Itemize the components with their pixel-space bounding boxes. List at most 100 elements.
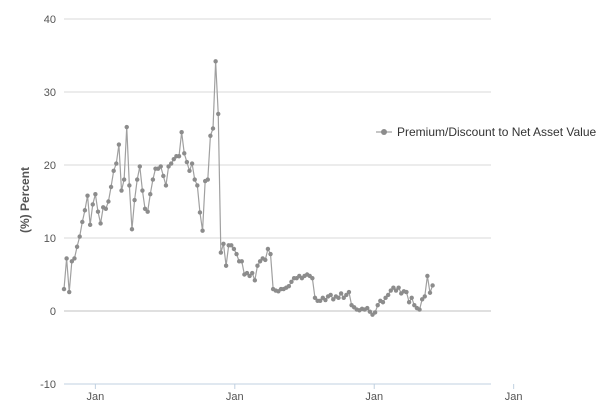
data-point[interactable] <box>111 168 116 174</box>
data-point[interactable] <box>150 177 156 182</box>
data-point[interactable] <box>179 129 184 135</box>
data-point[interactable] <box>67 289 72 295</box>
data-point[interactable] <box>336 295 341 301</box>
data-point[interactable] <box>208 133 213 138</box>
legend[interactable]: Premium/Discount to Net Asset Value <box>376 125 597 139</box>
data-point[interactable] <box>412 302 417 308</box>
data-point[interactable] <box>106 199 111 204</box>
data-point[interactable] <box>195 183 200 188</box>
data-point[interactable] <box>116 142 122 147</box>
data-point[interactable] <box>168 161 174 166</box>
data-point[interactable] <box>331 297 336 302</box>
data-point[interactable] <box>95 209 101 214</box>
data-point[interactable] <box>417 307 422 312</box>
data-point[interactable] <box>388 288 393 293</box>
data-point[interactable] <box>312 295 318 301</box>
data-point[interactable] <box>176 154 182 159</box>
data-point[interactable] <box>135 177 140 182</box>
data-point[interactable] <box>310 275 315 281</box>
data-point[interactable] <box>346 289 352 295</box>
data-point[interactable] <box>318 298 323 303</box>
data-point[interactable] <box>85 193 90 198</box>
data-point[interactable] <box>252 278 258 283</box>
data-point[interactable] <box>367 309 373 314</box>
data-point[interactable] <box>286 283 292 289</box>
data-point[interactable] <box>210 126 216 131</box>
data-point[interactable] <box>422 294 427 299</box>
data-point[interactable] <box>391 285 396 290</box>
data-point[interactable] <box>404 289 409 295</box>
data-point[interactable] <box>425 273 430 279</box>
data-point[interactable] <box>365 305 370 311</box>
data-point[interactable] <box>182 151 187 156</box>
data-point[interactable] <box>114 161 119 166</box>
data-point[interactable] <box>61 286 67 292</box>
data-point[interactable] <box>289 279 294 284</box>
data-point[interactable] <box>184 159 190 165</box>
data-point[interactable] <box>231 246 237 252</box>
legend-series-label[interactable]: Premium/Discount to Net Asset Value <box>397 125 597 139</box>
data-point[interactable] <box>419 297 425 302</box>
data-point[interactable] <box>250 270 255 276</box>
data-point[interactable] <box>263 257 268 263</box>
data-point[interactable] <box>192 177 197 182</box>
data-point[interactable] <box>218 250 224 255</box>
data-point[interactable] <box>328 292 333 298</box>
data-point[interactable] <box>87 222 93 228</box>
data-point[interactable] <box>385 292 391 298</box>
data-point[interactable] <box>244 270 250 276</box>
data-point[interactable] <box>221 241 226 247</box>
data-point[interactable] <box>137 164 143 169</box>
data-point[interactable] <box>406 300 412 305</box>
data-point[interactable] <box>372 310 378 315</box>
data-point[interactable] <box>380 300 386 305</box>
data-point[interactable] <box>64 256 69 261</box>
data-point[interactable] <box>205 177 210 182</box>
data-point[interactable] <box>430 283 435 288</box>
data-point[interactable] <box>129 227 135 232</box>
data-point[interactable] <box>265 246 271 252</box>
data-point[interactable] <box>82 208 88 213</box>
data-point[interactable] <box>80 219 85 225</box>
data-point[interactable] <box>268 251 273 257</box>
data-point[interactable] <box>103 206 109 211</box>
data-point[interactable] <box>108 184 114 190</box>
data-point[interactable] <box>161 173 166 179</box>
data-point[interactable] <box>427 290 433 295</box>
data-point[interactable] <box>140 188 145 193</box>
data-point[interactable] <box>119 188 124 193</box>
data-point[interactable] <box>132 197 137 203</box>
data-point[interactable] <box>213 59 218 64</box>
data-point[interactable] <box>189 161 195 166</box>
data-point[interactable] <box>98 221 103 226</box>
data-point[interactable] <box>127 183 132 188</box>
data-point[interactable] <box>396 285 401 290</box>
data-point[interactable] <box>93 192 98 197</box>
data-point[interactable] <box>148 192 153 197</box>
data-point[interactable] <box>223 263 229 268</box>
data-point[interactable] <box>77 234 82 239</box>
data-point[interactable] <box>142 206 148 211</box>
data-point[interactable] <box>341 295 346 301</box>
data-point[interactable] <box>257 259 263 264</box>
data-point[interactable] <box>247 273 252 279</box>
data-point[interactable] <box>121 177 127 182</box>
data-point[interactable] <box>229 243 234 248</box>
data-point[interactable] <box>323 297 328 303</box>
data-point[interactable] <box>69 259 75 264</box>
data-point[interactable] <box>163 183 169 188</box>
data-point[interactable] <box>239 259 244 264</box>
data-point[interactable] <box>166 164 171 169</box>
data-point[interactable] <box>375 302 380 308</box>
data-point[interactable] <box>124 124 129 130</box>
data-point[interactable] <box>145 209 150 214</box>
data-point[interactable] <box>74 244 80 249</box>
data-point[interactable] <box>338 291 344 296</box>
data-point[interactable] <box>383 295 388 301</box>
data-point[interactable] <box>197 210 203 215</box>
data-point[interactable] <box>171 156 176 162</box>
data-point[interactable] <box>234 251 239 257</box>
data-point[interactable] <box>409 295 414 301</box>
data-point[interactable] <box>216 111 221 117</box>
data-point[interactable] <box>90 202 95 207</box>
